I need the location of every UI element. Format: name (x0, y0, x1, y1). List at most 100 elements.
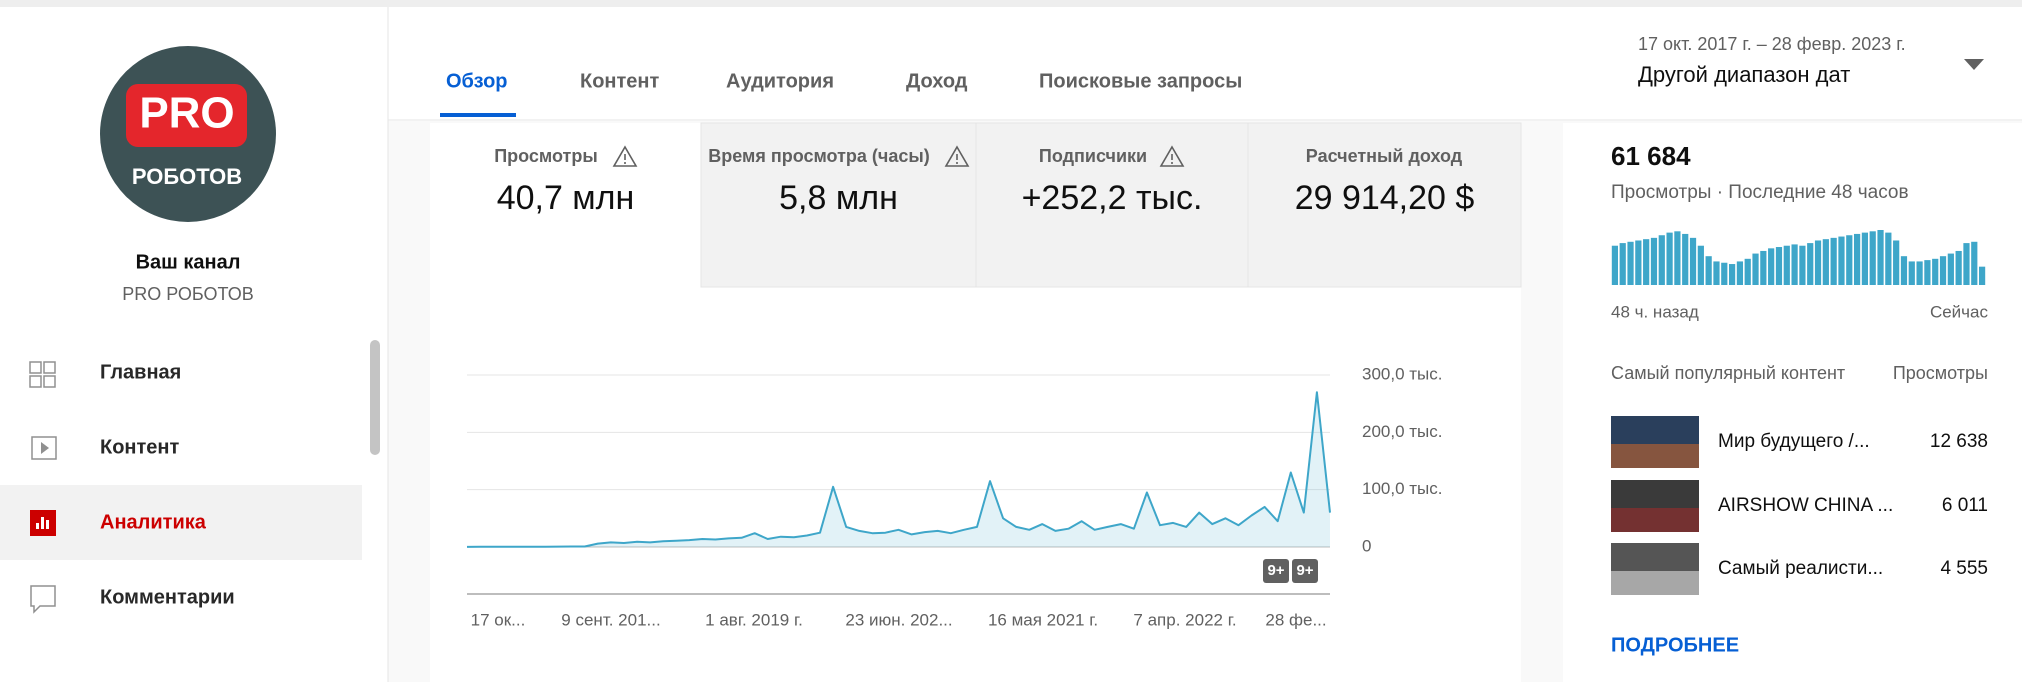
nav-item[interactable]: Комментарии (30, 585, 235, 614)
y-tick-label: 0 (1362, 536, 1371, 555)
thumbnail-detail (1611, 571, 1699, 595)
metric-value: 40,7 млн (497, 179, 635, 217)
top-content-item[interactable]: Мир будущего /... 12 638 (1611, 416, 1988, 468)
realtime-bar (1978, 266, 1986, 285)
y-tick-label: 300,0 тыс. (1362, 364, 1443, 383)
top-content-item[interactable]: Самый реалисти... 4 555 (1611, 543, 1988, 595)
realtime-bar (1744, 258, 1751, 285)
realtime-bars (1611, 230, 1986, 285)
metric-background (700, 122, 977, 288)
badge-label[interactable]: 9+ (1296, 562, 1313, 579)
realtime-bar (1971, 241, 1978, 285)
realtime-bar (1721, 262, 1728, 285)
channel-avatar[interactable]: PRO РОБОТОВ (100, 46, 276, 222)
nav-icon (43, 361, 56, 374)
realtime-bar (1947, 253, 1954, 285)
channel-label: Ваш канал (136, 251, 241, 273)
dropdown-arrow[interactable] (1964, 59, 1984, 70)
badge[interactable] (1292, 559, 1318, 583)
realtime-bar (1916, 261, 1923, 285)
realtime-start: 48 ч. назад (1611, 302, 1699, 321)
tab-underline (440, 113, 516, 117)
x-tick-label: 9 сент. 201... (561, 610, 660, 629)
nav-item[interactable]: Главная (29, 361, 181, 388)
top-content-list: Мир будущего /... 12 638 AIRSHOW CHINA ...… (1611, 416, 1988, 595)
realtime-bar (1799, 245, 1806, 285)
metric-card[interactable]: Расчетный доход 29 914,20 $ (1247, 122, 1522, 288)
tab[interactable]: Поисковые запросы (1039, 70, 1242, 92)
metric-value: 5,8 млн (779, 179, 898, 217)
x-tick-label: 1 авг. 2019 г. (705, 610, 803, 629)
line-chart: 0 100,0 тыс. 200,0 тыс. 300,0 тыс. 17 ок... 9… (466, 364, 1443, 629)
logo-top: PRO (139, 89, 234, 138)
active-nav-background (0, 485, 362, 560)
realtime-label: Просмотры · Последние 48 часов (1611, 182, 1909, 203)
item-title: Самый реалисти... (1718, 558, 1883, 579)
nav-item[interactable]: Контент (31, 436, 180, 460)
nav-icon (41, 517, 44, 529)
realtime-bar (1846, 235, 1853, 285)
realtime-bar (1619, 243, 1626, 285)
realtime-bar (1955, 250, 1962, 285)
line (466, 391, 1331, 548)
tab[interactable]: Аудитория (726, 70, 834, 92)
nav-label[interactable]: Главная (100, 361, 181, 383)
badge-label[interactable]: 9+ (1267, 562, 1284, 579)
nav-item[interactable]: Аналитика (30, 510, 207, 536)
realtime-bar (1869, 231, 1876, 285)
more-link[interactable]: ПОДРОБНЕЕ (1611, 634, 1739, 656)
item-title: AIRSHOW CHINA ... (1718, 495, 1893, 516)
realtime-bar (1728, 264, 1736, 285)
y-tick-label: 200,0 тыс. (1362, 422, 1443, 441)
realtime-bar (1838, 236, 1845, 285)
metrics: Просмотры 40,7 млн Время просмотра (часы) 5… (430, 122, 1522, 288)
realtime-bar (1830, 237, 1837, 285)
metric-value: +252,2 тыс. (1022, 179, 1203, 217)
nav-icon (30, 585, 56, 614)
date-range-label[interactable]: Другой диапазон дат (1638, 62, 1850, 87)
tab[interactable]: Доход (906, 70, 968, 92)
nav-icon (46, 520, 49, 529)
metric-card[interactable]: Подписчики +252,2 тыс. (975, 122, 1249, 288)
nav-label[interactable]: Аналитика (100, 511, 207, 533)
metric-card[interactable]: Время просмотра (часы) 5,8 млн (700, 122, 977, 288)
nav-icon (29, 361, 42, 374)
top-content-item[interactable]: AIRSHOW CHINA ... 6 011 (1611, 480, 1988, 532)
nav: Главная Контент Аналитика Комментарии (29, 361, 235, 614)
realtime-bar (1752, 253, 1759, 285)
x-tick-label: 7 апр. 2022 г. (1133, 610, 1236, 629)
badge[interactable] (1263, 559, 1289, 583)
nav-icon (43, 375, 56, 388)
nav-label[interactable]: Контент (100, 436, 180, 458)
realtime-value: 61 684 (1611, 141, 1691, 171)
metric-label: Просмотры (494, 146, 598, 166)
realtime-bar (1650, 237, 1658, 285)
realtime-bar (1783, 245, 1790, 285)
date-range: 17 окт. 2017 г. – 28 февр. 2023 г. (1638, 34, 1906, 54)
tab[interactable]: Контент (580, 70, 660, 92)
thumbnail-detail (1611, 444, 1699, 468)
realtime-bar (1963, 243, 1970, 285)
realtime-bar (1814, 240, 1822, 285)
nav-icon (36, 523, 39, 529)
realtime-bar (1611, 245, 1619, 285)
realtime-card (1563, 123, 2022, 682)
nav-icon (31, 436, 57, 460)
scrollbar (370, 340, 380, 455)
channel-name: PRO РОБОТОВ (122, 284, 253, 304)
x-tick-label: 16 мая 2021 г. (988, 610, 1098, 629)
realtime-bar (1861, 232, 1869, 285)
realtime-bar (1705, 256, 1712, 285)
realtime-bar (1674, 231, 1681, 285)
nav-icon (29, 375, 42, 388)
realtime-bar (1635, 240, 1642, 285)
metric-label: Подписчики (1039, 146, 1147, 166)
top-content-column: Просмотры (1893, 363, 1988, 383)
realtime-end: Сейчас (1930, 302, 1989, 321)
tab[interactable]: Обзор (446, 70, 508, 92)
metric-card[interactable]: Просмотры 40,7 млн (430, 123, 701, 287)
realtime-bar (1682, 233, 1689, 285)
realtime-bar (1689, 237, 1697, 285)
nav-label[interactable]: Комментарии (100, 586, 235, 608)
